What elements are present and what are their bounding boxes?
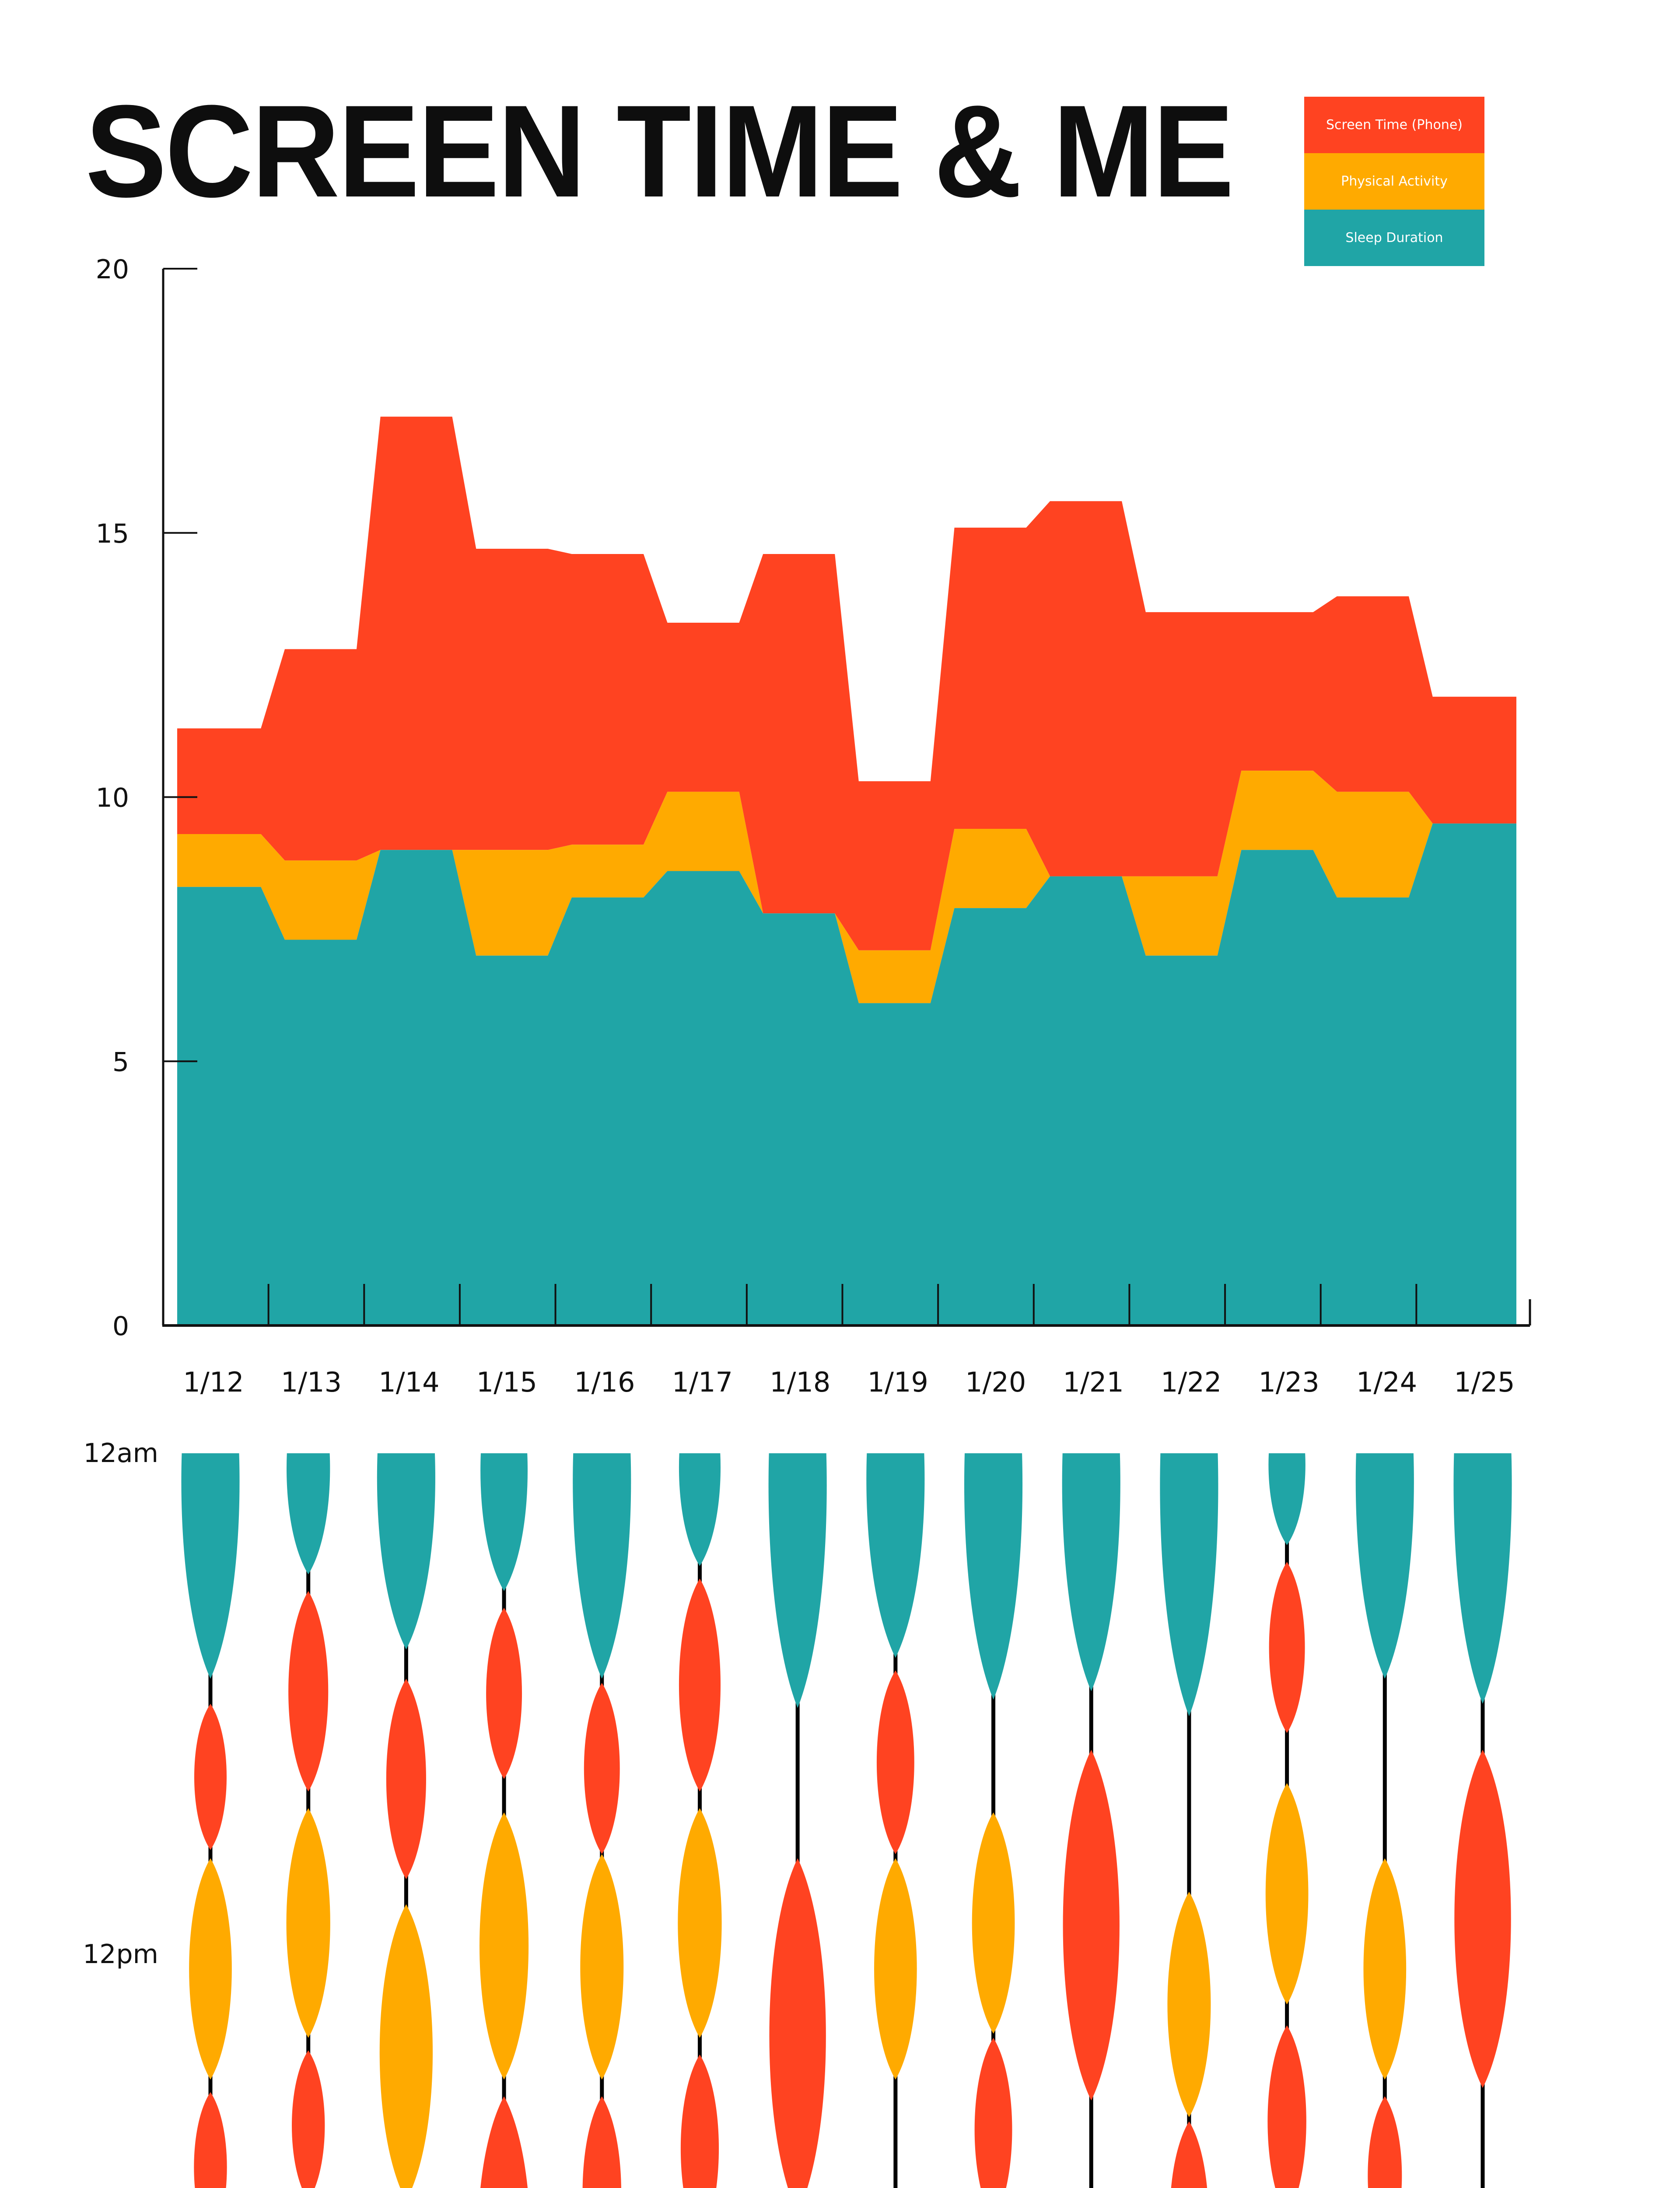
sleep-segment [964, 1453, 1023, 1700]
axes [162, 268, 1531, 1327]
screen-time-segment [876, 1670, 914, 1854]
screen-time-segment [582, 2096, 621, 2188]
screen-time-segment [194, 2092, 227, 2188]
page-title: SCREEN TIME & ME [85, 77, 1234, 224]
screen-time-segment [769, 1858, 826, 2188]
screen-time-segment [1269, 1562, 1305, 1733]
x-tick-label: 1/16 [574, 1366, 635, 1398]
daily-timeline-chart: 12am12pm12am [83, 1438, 1512, 2188]
y-tick-label: 5 [112, 1047, 129, 1077]
timeline-day-column [1062, 1453, 1120, 2188]
screen-time-segment [386, 1679, 426, 1879]
screen-time-segment [584, 1683, 620, 1854]
timeline-columns [181, 1453, 1512, 2188]
sleep-segment [480, 1453, 528, 1591]
x-tick-label: 1/22 [1161, 1366, 1222, 1398]
timeline-day-column [964, 1453, 1023, 2188]
screen-time-segment [194, 1704, 227, 1850]
x-tick-label: 1/25 [1454, 1366, 1515, 1398]
timeline-day-column [181, 1453, 240, 2188]
screen-time-segment [1368, 2096, 1402, 2188]
screen-time-segment [680, 2055, 719, 2188]
legend-item-screen-time: Screen Time (Phone) [1304, 97, 1484, 153]
timeline-day-column [768, 1453, 827, 2188]
sleep-segment [1062, 1453, 1120, 1691]
sleep-segment [573, 1453, 631, 1679]
activity-segment [286, 1808, 330, 2038]
sleep-segment [1355, 1453, 1414, 1679]
y-tick-label: 10 [96, 783, 129, 813]
sleep-segment [768, 1453, 827, 1708]
x-tick-label: 1/21 [1063, 1366, 1124, 1398]
sleep-segment [1160, 1453, 1218, 1717]
timeline-day-column [480, 1453, 529, 2188]
sleep-segment [679, 1453, 721, 1566]
activity-segment [678, 1808, 722, 2038]
timeline-day-column [1160, 1453, 1218, 2188]
y-tick-label: 0 [112, 1311, 129, 1342]
activity-segment [480, 1812, 529, 2080]
x-tick-label: 1/23 [1258, 1366, 1319, 1398]
area-physical-activity [177, 771, 1516, 1003]
timeline-day-column [573, 1453, 631, 2188]
sleep-segment [181, 1453, 240, 1679]
screen-time-segment [1454, 1750, 1511, 2088]
screen-time-segment [1267, 2025, 1306, 2188]
area-screen-time [177, 417, 1516, 950]
activity-segment [580, 1854, 624, 2080]
y-tick-labels: 0 5 10 15 20 [96, 254, 129, 1342]
activity-segment [189, 1858, 232, 2080]
y-tick-label: 20 [96, 254, 129, 285]
area-sleep-duration [177, 823, 1516, 1325]
activity-segment [379, 1904, 433, 2188]
y-tick-label: 15 [96, 519, 129, 549]
timeline-day-column [377, 1453, 435, 2188]
x-tick-label: 1/15 [476, 1366, 537, 1398]
timeline-day-column [1355, 1453, 1414, 2188]
screen-time-segment [679, 1578, 721, 1792]
timeline-day-column [1453, 1453, 1512, 2188]
screen-time-segment [1171, 2121, 1208, 2188]
timeline-time-label: 12pm [83, 1939, 158, 1970]
sleep-segment [377, 1453, 435, 1650]
screen-time-segment [974, 2037, 1012, 2188]
legend-item-sleep-duration: Sleep Duration [1304, 210, 1484, 266]
x-tick-label: 1/19 [868, 1366, 928, 1398]
screen-time-segment [1063, 1750, 1120, 2100]
x-tick-label: 1/18 [770, 1366, 830, 1398]
timeline-day-column [286, 1453, 330, 2188]
activity-segment [874, 1858, 917, 2080]
x-tick-label: 1/12 [183, 1366, 244, 1398]
sleep-segment [866, 1453, 925, 1658]
sleep-segment [287, 1453, 330, 1574]
activity-segment [1363, 1858, 1407, 2080]
x-tick-labels: 1/12 1/13 1/14 1/15 1/16 1/17 1/18 1/19 1/20 1/21… [183, 1366, 1515, 1398]
activity-segment [1265, 1783, 1309, 2005]
x-tick-label: 1/13 [281, 1366, 342, 1398]
timeline-day-column [866, 1453, 925, 2188]
x-tick-label: 1/14 [378, 1366, 439, 1398]
legend: Screen Time (Phone) Physical Activity Sl… [1304, 97, 1484, 266]
screen-time-segment [292, 2050, 325, 2188]
sleep-segment [1453, 1453, 1512, 1704]
timeline-time-labels: 12am12pm12am [83, 1438, 158, 1970]
timeline-time-label: 12am [83, 1438, 158, 1469]
timeline-day-column [1265, 1453, 1309, 2188]
timeline-day-column [678, 1453, 722, 2188]
area-layers [177, 417, 1516, 1325]
activity-segment [972, 1812, 1015, 2034]
legend-item-physical-activity: Physical Activity [1304, 153, 1484, 210]
screen-time-segment [288, 1591, 329, 1792]
sleep-segment [1268, 1453, 1306, 1545]
screen-time-segment [486, 1608, 522, 1779]
screen-time-segment [480, 2096, 528, 2188]
x-tick-label: 1/24 [1356, 1366, 1417, 1398]
x-tick-label: 1/17 [672, 1366, 733, 1398]
activity-segment [1167, 1891, 1211, 2118]
x-tick-label: 1/20 [965, 1366, 1026, 1398]
